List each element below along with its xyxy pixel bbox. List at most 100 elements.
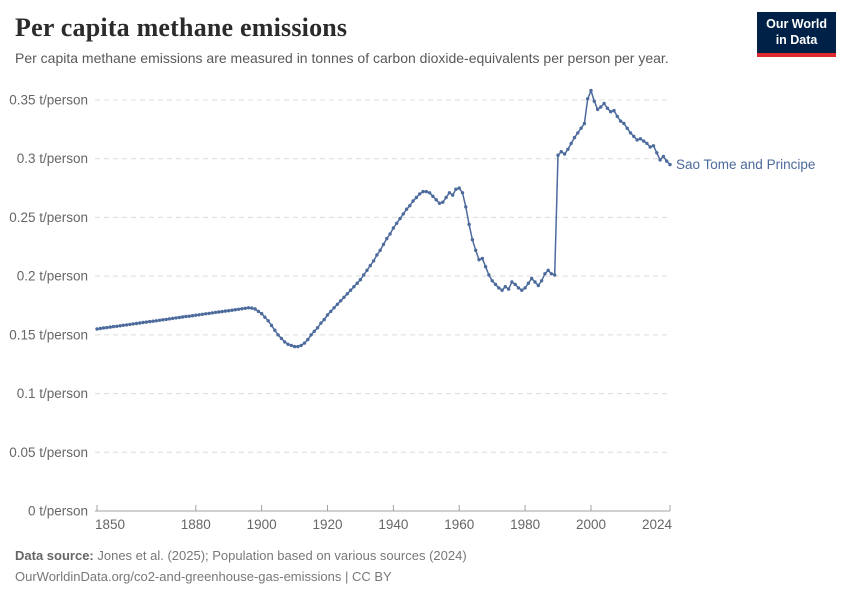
- data-point[interactable]: [161, 318, 165, 322]
- data-point[interactable]: [497, 286, 501, 290]
- data-point[interactable]: [105, 325, 109, 330]
- data-point[interactable]: [157, 318, 162, 322]
- data-point[interactable]: [483, 265, 488, 269]
- data-point[interactable]: [503, 285, 507, 289]
- data-point[interactable]: [213, 310, 218, 315]
- data-point[interactable]: [220, 309, 224, 314]
- data-point[interactable]: [299, 343, 303, 348]
- data-point[interactable]: [553, 273, 557, 277]
- data-point[interactable]: [549, 272, 554, 276]
- data-point[interactable]: [609, 110, 613, 114]
- data-point[interactable]: [642, 139, 646, 143]
- data-point[interactable]: [151, 319, 155, 323]
- data-point[interactable]: [648, 145, 652, 149]
- data-point[interactable]: [138, 321, 142, 325]
- data-point[interactable]: [559, 150, 563, 154]
- data-point[interactable]: [121, 323, 126, 327]
- data-point[interactable]: [418, 192, 422, 196]
- data-point[interactable]: [184, 314, 188, 319]
- data-point[interactable]: [164, 317, 168, 322]
- data-point[interactable]: [536, 283, 540, 288]
- data-point[interactable]: [194, 313, 198, 317]
- data-point[interactable]: [625, 126, 629, 130]
- data-point[interactable]: [460, 191, 465, 195]
- data-point[interactable]: [408, 204, 412, 208]
- data-point[interactable]: [289, 343, 293, 348]
- data-point[interactable]: [572, 135, 577, 140]
- data-point[interactable]: [315, 326, 320, 330]
- data-point[interactable]: [516, 286, 521, 290]
- data-point[interactable]: [602, 101, 606, 106]
- data-point[interactable]: [124, 323, 129, 327]
- data-point[interactable]: [543, 272, 547, 276]
- data-point[interactable]: [190, 314, 195, 318]
- data-point[interactable]: [569, 141, 573, 146]
- data-point[interactable]: [187, 314, 191, 318]
- data-point[interactable]: [622, 121, 626, 126]
- data-point[interactable]: [279, 336, 284, 341]
- data-point[interactable]: [513, 282, 517, 287]
- data-point[interactable]: [339, 299, 343, 303]
- data-point[interactable]: [451, 193, 455, 197]
- data-point[interactable]: [335, 302, 340, 306]
- data-point[interactable]: [404, 207, 409, 211]
- data-point[interactable]: [612, 108, 616, 113]
- data-point[interactable]: [266, 319, 270, 323]
- data-point[interactable]: [233, 308, 237, 312]
- data-point[interactable]: [134, 321, 139, 326]
- data-point[interactable]: [615, 114, 619, 119]
- data-point[interactable]: [273, 328, 277, 332]
- data-point[interactable]: [447, 191, 452, 195]
- data-point[interactable]: [477, 258, 481, 262]
- data-point[interactable]: [556, 153, 560, 157]
- data-point[interactable]: [177, 315, 181, 320]
- data-point[interactable]: [431, 194, 435, 198]
- data-point[interactable]: [118, 324, 122, 328]
- data-point[interactable]: [329, 309, 333, 314]
- data-point[interactable]: [348, 288, 353, 292]
- data-point[interactable]: [533, 280, 537, 284]
- data-line[interactable]: [96, 88, 671, 348]
- data-point[interactable]: [618, 119, 623, 123]
- data-point[interactable]: [658, 158, 662, 162]
- data-point[interactable]: [325, 313, 330, 317]
- data-point[interactable]: [582, 121, 587, 126]
- data-point[interactable]: [197, 313, 201, 317]
- data-point[interactable]: [95, 327, 99, 331]
- data-point[interactable]: [312, 329, 316, 333]
- data-point[interactable]: [474, 248, 478, 252]
- data-point[interactable]: [256, 309, 261, 314]
- data-point[interactable]: [345, 292, 349, 296]
- data-point[interactable]: [655, 151, 659, 155]
- owid-logo[interactable]: Our World in Data: [757, 12, 836, 58]
- data-point[interactable]: [523, 286, 527, 290]
- data-point[interactable]: [101, 326, 106, 330]
- data-point[interactable]: [154, 319, 158, 323]
- data-point[interactable]: [131, 322, 135, 326]
- data-point[interactable]: [210, 311, 214, 315]
- data-point[interactable]: [566, 147, 570, 151]
- data-point[interactable]: [661, 154, 666, 159]
- data-point[interactable]: [378, 248, 382, 252]
- data-point[interactable]: [253, 307, 257, 311]
- data-point[interactable]: [263, 315, 267, 319]
- data-point[interactable]: [668, 162, 672, 167]
- data-point[interactable]: [236, 307, 241, 311]
- data-point[interactable]: [628, 131, 633, 135]
- data-point[interactable]: [470, 238, 475, 242]
- data-point[interactable]: [638, 137, 643, 141]
- data-point[interactable]: [365, 268, 369, 272]
- data-point[interactable]: [441, 200, 445, 204]
- data-point[interactable]: [539, 279, 544, 283]
- data-point[interactable]: [385, 236, 389, 241]
- data-point[interactable]: [645, 141, 649, 146]
- data-point[interactable]: [200, 312, 205, 316]
- data-point[interactable]: [358, 278, 363, 282]
- data-point[interactable]: [576, 131, 580, 135]
- data-point[interactable]: [467, 222, 471, 227]
- data-point[interactable]: [243, 306, 247, 310]
- data-point[interactable]: [269, 323, 274, 328]
- data-point[interactable]: [227, 309, 231, 313]
- data-point[interactable]: [520, 288, 524, 292]
- data-point[interactable]: [444, 195, 448, 200]
